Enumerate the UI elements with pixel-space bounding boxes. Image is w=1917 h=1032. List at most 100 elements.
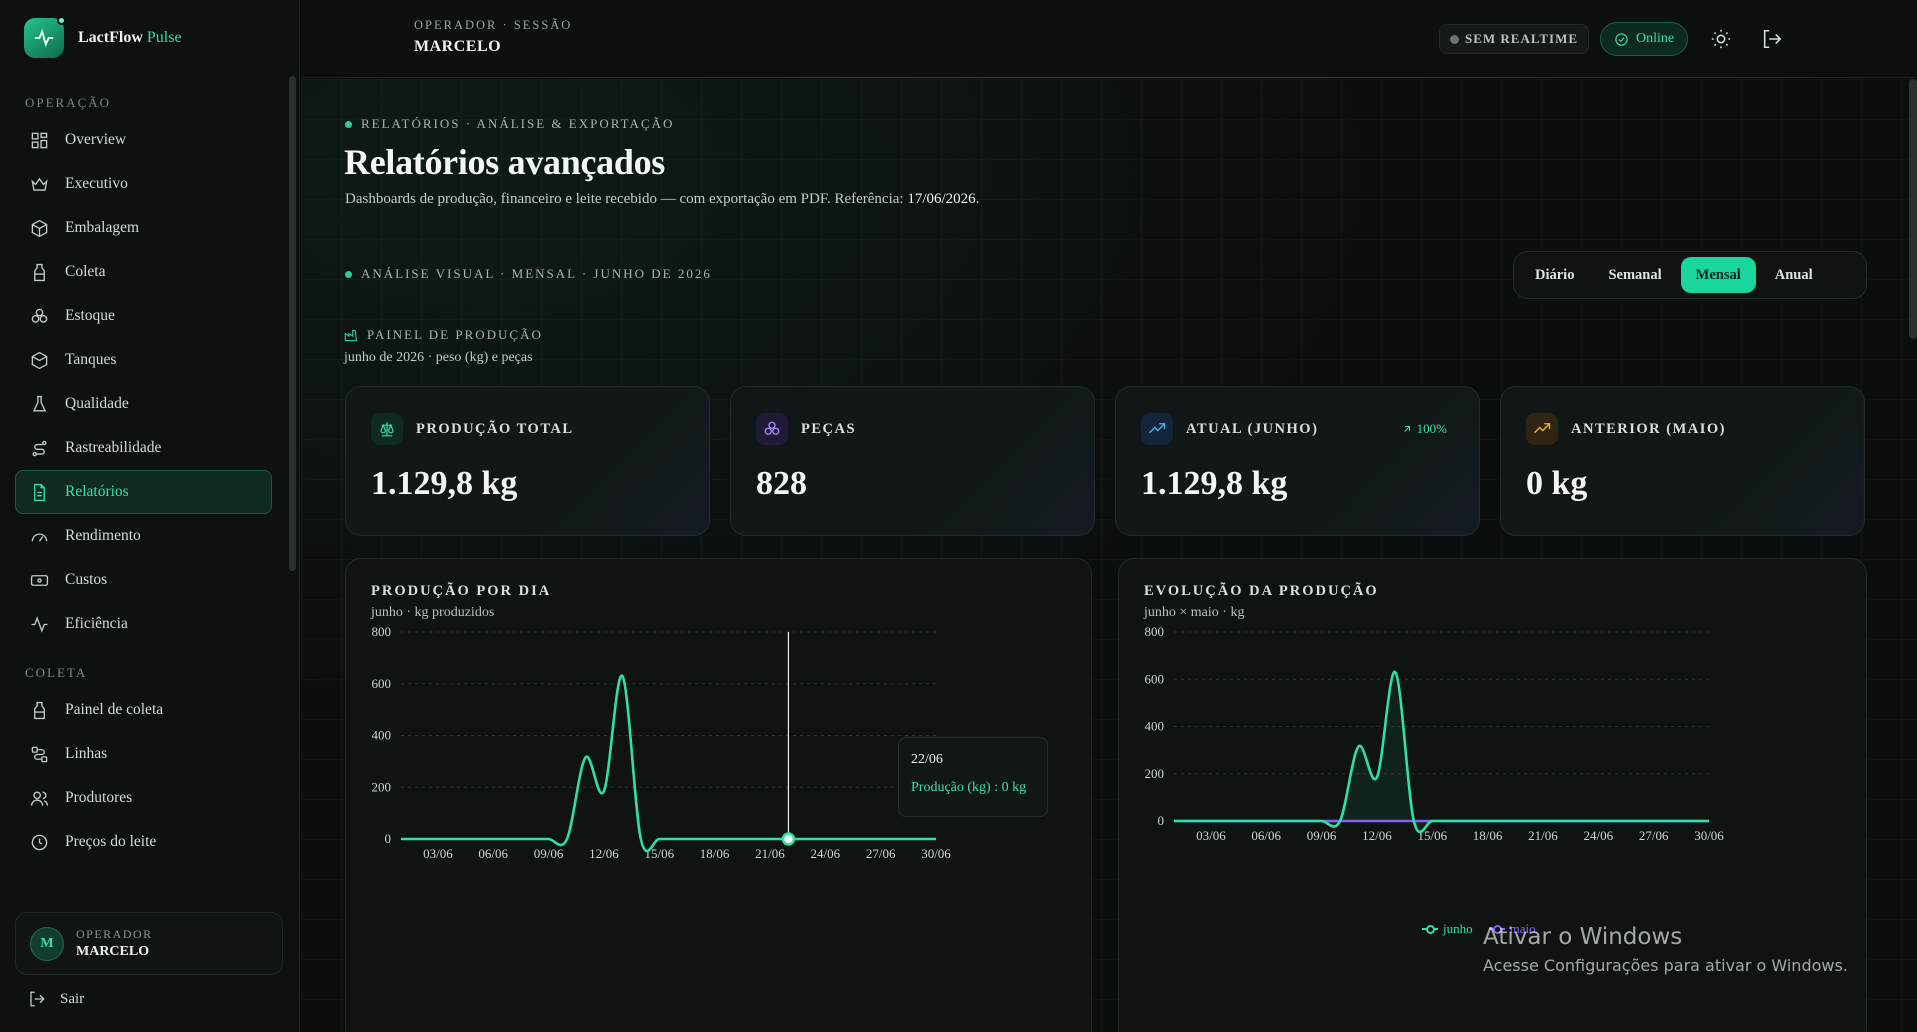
- sidebar-scrollbar[interactable]: [289, 76, 296, 571]
- kpi-label: ATUAL (JUNHO): [1186, 421, 1319, 437]
- kpi-value: 0 kg: [1526, 465, 1588, 502]
- legend-label: junho: [1443, 921, 1473, 936]
- sidebar: LactFlow Pulse OPERAÇÃO Overview Executiv…: [0, 0, 300, 1032]
- logout-label: Sair: [60, 990, 85, 1007]
- sidebar-item-painel-de-coleta[interactable]: Painel de coleta: [15, 688, 272, 732]
- status-dot-icon: [1450, 34, 1459, 44]
- legend-item-junho[interactable]: junho: [1422, 921, 1473, 937]
- y-tick-label: 0: [1158, 813, 1165, 828]
- session-label: OPERADOR · SESSÃO: [414, 18, 573, 32]
- dot-icon: [345, 120, 352, 128]
- x-tick-label: 24/06: [1583, 828, 1613, 843]
- section-title-coleta: COLETA: [25, 665, 88, 680]
- hover-point: [781, 832, 796, 846]
- analysis-kicker-text: ANÁLISE VISUAL · MENSAL · JUNHO DE 2026: [361, 266, 712, 281]
- panel-title: PAINEL DE PRODUÇÃO: [367, 327, 543, 342]
- kpi-card-atual: ATUAL (JUNHO) 100% 1.129,8 kg: [1115, 386, 1480, 536]
- gauge-icon: [31, 533, 48, 542]
- chart-title: PRODUÇÃO POR DIA: [371, 583, 552, 599]
- main-scrollbar[interactable]: [1909, 79, 1917, 339]
- sidebar-item-overview[interactable]: Overview: [15, 118, 272, 162]
- kpi-label: ANTERIOR (MAIO): [1571, 421, 1727, 437]
- banknote-icon: [30, 574, 49, 586]
- sidebar-item-executivo[interactable]: Executivo: [15, 162, 272, 206]
- user-name: MARCELO: [76, 944, 150, 959]
- x-tick-label: 09/06: [1307, 828, 1337, 843]
- file-text-icon: [34, 483, 45, 501]
- panel-heading: PAINEL DE PRODUÇÃO: [344, 327, 543, 343]
- boxes-icon: [31, 308, 48, 323]
- logout-icon: [1763, 29, 1782, 49]
- panel-subtitle: junho de 2026 · peso (kg) e peças: [344, 350, 533, 365]
- page-description-suffix: .: [975, 191, 980, 207]
- production-by-day-chart[interactable]: 0 200 400 600 800 03/06 06/06 09/06 12/06 15/06 18…: [346, 559, 1093, 1032]
- chart-tooltip: 22/06 Produção (kg) : 0 kg: [898, 737, 1048, 817]
- sidebar-item-label: Rendimento: [65, 527, 141, 544]
- legend-line-icon: [1488, 924, 1505, 934]
- trend-up-icon: [1141, 413, 1173, 445]
- sidebar-item-precos-do-leite[interactable]: Preços do leite: [15, 820, 272, 864]
- y-tick-label: 800: [372, 624, 392, 639]
- sidebar-item-coleta[interactable]: Coleta: [15, 250, 272, 294]
- x-tick-label: 27/06: [1639, 828, 1669, 843]
- signout-button[interactable]: [1761, 28, 1783, 50]
- sidebar-item-estoque[interactable]: Estoque: [15, 294, 272, 338]
- sidebar-item-label: Custos: [65, 571, 108, 588]
- logout-icon: [30, 991, 45, 1007]
- sidebar-item-qualidade[interactable]: Qualidade: [15, 382, 272, 426]
- tooltip-value: Produção (kg) : 0 kg: [911, 780, 1027, 795]
- legend-label: maio: [1509, 921, 1536, 936]
- y-tick-label: 600: [1145, 671, 1165, 686]
- y-tick-label: 600: [372, 676, 392, 691]
- activity-icon: [31, 615, 48, 633]
- kpi-card-pecas: PEÇAS 828: [730, 386, 1095, 536]
- period-button-semanal[interactable]: Semanal: [1608, 266, 1662, 283]
- session-name: MARCELO: [414, 38, 502, 55]
- production-evolution-chart[interactable]: 0 200 400 600 800 03/06 06/06 09/06 12/06 15/06 18…: [1119, 559, 1868, 1032]
- y-tick-label: 800: [1145, 624, 1165, 639]
- sidebar-item-produtores[interactable]: Produtores: [15, 776, 272, 820]
- sidebar-item-label: Linhas: [65, 745, 108, 762]
- sidebar-item-relatorios[interactable]: Relatórios: [15, 470, 272, 514]
- x-tick-label: 12/06: [1362, 828, 1392, 843]
- sidebar-item-eficiencia[interactable]: Eficiência: [15, 602, 272, 646]
- x-tick-label: 09/06: [534, 846, 564, 861]
- tooltip-date: 22/06: [911, 752, 943, 767]
- sidebar-item-label: Overview: [65, 131, 127, 148]
- theme-toggle-button[interactable]: [1710, 28, 1732, 50]
- period-selector: Diário Semanal Mensal Anual: [1513, 251, 1867, 299]
- period-button-anual[interactable]: Anual: [1774, 266, 1813, 283]
- route-icon: [31, 746, 48, 762]
- sidebar-item-linhas[interactable]: Linhas: [15, 732, 272, 776]
- period-button-diario[interactable]: Diário: [1535, 266, 1575, 283]
- sidebar-item-rastreabilidade[interactable]: Rastreabilidade: [15, 426, 272, 470]
- user-card[interactable]: M OPERADOR MARCELO: [15, 912, 283, 975]
- series-line-produ-o-kg-: [401, 674, 936, 853]
- realtime-status-badge: SEM REALTIME: [1439, 24, 1590, 54]
- dot-icon: [345, 270, 352, 278]
- period-button-mensal[interactable]: Mensal: [1680, 257, 1756, 293]
- boxes-icon: [756, 413, 788, 445]
- x-tick-label: 06/06: [478, 846, 508, 861]
- series-line-junho: [1174, 670, 1709, 834]
- sidebar-item-rendimento[interactable]: Rendimento: [15, 514, 272, 558]
- sidebar-item-label: Qualidade: [65, 395, 129, 412]
- box-icon: [31, 351, 48, 369]
- brand[interactable]: LactFlow Pulse: [24, 16, 182, 60]
- sidebar-item-tanques[interactable]: Tanques: [15, 338, 272, 382]
- sidebar-item-custos[interactable]: Custos: [15, 558, 272, 602]
- sidebar-item-embalagem[interactable]: Embalagem: [15, 206, 272, 250]
- user-role: OPERADOR: [76, 927, 153, 941]
- logout-button[interactable]: Sair: [28, 990, 84, 1008]
- sidebar-item-label: Relatórios: [65, 483, 129, 500]
- x-tick-label: 18/06: [700, 846, 730, 861]
- x-tick-label: 15/06: [1417, 828, 1447, 843]
- sidebar-item-label: Coleta: [65, 263, 106, 280]
- legend-item-maio[interactable]: maio: [1488, 921, 1536, 937]
- page-kicker: RELATÓRIOS · ANÁLISE & EXPORTAÇÃO: [345, 116, 674, 132]
- x-tick-label: 06/06: [1251, 828, 1281, 843]
- page-title: Relatórios avançados: [344, 142, 665, 182]
- y-tick-label: 200: [372, 779, 392, 794]
- kpi-label: PRODUÇÃO TOTAL: [416, 421, 574, 437]
